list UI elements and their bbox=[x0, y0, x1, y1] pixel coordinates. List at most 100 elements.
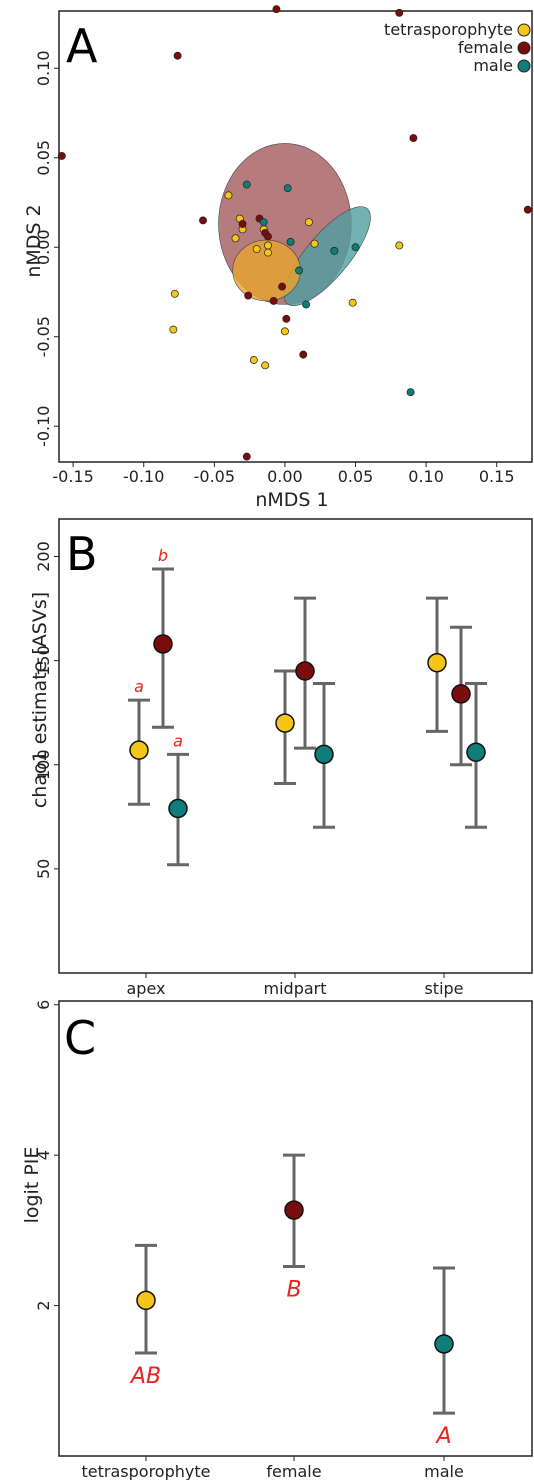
point-tetrasporophyte-stipe bbox=[427, 652, 447, 673]
signif-letter: B bbox=[286, 1277, 301, 1302]
legend-marker-male bbox=[517, 59, 531, 73]
y-tick-label: -0.10 bbox=[34, 406, 53, 447]
x-tick-label: 0.05 bbox=[338, 467, 374, 486]
x-tick-label: 0.10 bbox=[408, 467, 444, 486]
panel-a-legend: tetrasporophyte female male bbox=[384, 20, 531, 75]
point-tetrasporophyte bbox=[252, 245, 261, 253]
point-tetrasporophyte bbox=[231, 234, 240, 243]
point-tetrasporophyte-midpart bbox=[275, 713, 295, 733]
point-female bbox=[264, 232, 272, 241]
point-female bbox=[278, 282, 287, 291]
panel-c-ylabel: logit PIE bbox=[21, 1147, 43, 1224]
y-tick-label: 200 bbox=[34, 541, 53, 572]
point-female bbox=[395, 8, 404, 17]
legend-label-tetrasporophyte: tetrasporophyte bbox=[384, 20, 513, 39]
x-tick-label: tetrasporophyte bbox=[82, 1462, 211, 1480]
panel-b-chao1-plot: 50 100 150 200 apex midpart stipe a b a B chao1… bbox=[29, 518, 533, 998]
point-male bbox=[286, 237, 295, 246]
panel-b-label: B bbox=[66, 527, 98, 581]
point-female bbox=[284, 1200, 304, 1220]
panel-a-ylabel: nMDS 2 bbox=[23, 204, 45, 277]
point-female bbox=[244, 291, 253, 300]
point-female bbox=[173, 51, 182, 60]
ellipse-male bbox=[283, 206, 371, 307]
point-female-stipe bbox=[451, 684, 471, 704]
point-male bbox=[330, 246, 339, 255]
point-male bbox=[406, 388, 415, 397]
point-male-stipe bbox=[466, 742, 486, 762]
signif-letter: a bbox=[173, 731, 183, 750]
y-tick-label: 150 bbox=[34, 645, 53, 676]
point-female bbox=[523, 205, 532, 214]
panel-a-xlabel: nMDS 1 bbox=[255, 489, 328, 511]
y-tick-label: -0.05 bbox=[34, 316, 53, 357]
point-female-midpart bbox=[295, 661, 315, 681]
point-tetrasporophyte bbox=[169, 325, 178, 334]
point-tetrasporophyte bbox=[261, 361, 270, 370]
x-tick-label: midpart bbox=[264, 979, 327, 998]
point-tetrasporophyte bbox=[136, 1290, 156, 1311]
panel-a-frame bbox=[58, 10, 533, 463]
x-tick-label: -0.10 bbox=[123, 467, 164, 486]
point-tetrasporophyte bbox=[280, 327, 289, 336]
point-female bbox=[199, 216, 207, 225]
panel-c-label: C bbox=[64, 1011, 96, 1065]
point-tetrasporophyte bbox=[224, 191, 233, 200]
y-tick-label: 0.00 bbox=[34, 229, 53, 265]
legend-marker-tetrasporophyte bbox=[517, 23, 531, 37]
point-female bbox=[242, 452, 251, 461]
point-male bbox=[351, 243, 360, 252]
y-tick-label: 100 bbox=[34, 749, 53, 780]
x-tick-label: -0.05 bbox=[194, 467, 235, 486]
point-tetrasporophyte bbox=[348, 298, 357, 307]
y-tick-label: 50 bbox=[34, 859, 53, 879]
point-tetrasporophyte bbox=[264, 248, 272, 257]
point-male bbox=[295, 266, 303, 275]
x-tick-label: stipe bbox=[424, 979, 463, 998]
point-female bbox=[238, 220, 247, 228]
point-female-apex bbox=[153, 634, 173, 654]
y-tick-label: 2 bbox=[34, 1300, 53, 1310]
panel-b-ylabel: chao1 estimate [ASVs] bbox=[29, 592, 51, 808]
point-male bbox=[283, 184, 292, 193]
x-tick-label: -0.15 bbox=[52, 467, 93, 486]
x-tick-label: 0.15 bbox=[479, 467, 515, 486]
point-tetrasporophyte bbox=[395, 241, 404, 250]
point-tetrasporophyte bbox=[249, 356, 258, 364]
point-male-apex bbox=[168, 798, 188, 819]
legend-marker-female bbox=[517, 41, 531, 55]
panel-a-nmds-plot: -0.15 -0.10 -0.05 0.00 0.05 0.10 0.15 -0.10 -0.… bbox=[23, 5, 533, 511]
x-tick-label: apex bbox=[127, 979, 166, 998]
point-female bbox=[282, 314, 291, 323]
point-tetrasporophyte bbox=[170, 289, 179, 298]
y-tick-label: 6 bbox=[34, 1000, 53, 1010]
point-male bbox=[259, 218, 268, 227]
panel-c-frame bbox=[58, 1000, 533, 1457]
panel-c-logit-pie-plot: 2 4 6 tetrasporophyte female male AB B A C log… bbox=[21, 1000, 533, 1480]
point-female bbox=[269, 296, 278, 305]
point-tetrasporophyte-apex bbox=[129, 740, 149, 760]
point-male bbox=[302, 300, 311, 309]
signif-letter: AB bbox=[129, 1364, 161, 1389]
y-tick-label: 0.05 bbox=[34, 140, 53, 176]
signif-letter: b bbox=[158, 546, 168, 565]
signif-letter: a bbox=[134, 677, 144, 696]
legend-label-male: male bbox=[473, 56, 513, 75]
point-female bbox=[57, 152, 66, 160]
point-tetrasporophyte bbox=[310, 239, 319, 248]
x-tick-label: male bbox=[424, 1462, 464, 1480]
point-female bbox=[272, 5, 281, 14]
point-tetrasporophyte bbox=[304, 218, 313, 227]
point-male-midpart bbox=[314, 744, 334, 765]
x-tick-label: female bbox=[266, 1462, 321, 1480]
point-male bbox=[434, 1334, 454, 1354]
point-female bbox=[299, 350, 308, 359]
panel-a-label: A bbox=[66, 19, 98, 73]
point-female bbox=[409, 134, 418, 143]
x-tick-label: 0.00 bbox=[267, 467, 303, 486]
y-tick-label: 0.10 bbox=[34, 50, 53, 86]
y-tick-label: 4 bbox=[34, 1150, 53, 1160]
legend-label-female: female bbox=[458, 38, 513, 57]
point-tetrasporophyte bbox=[264, 241, 272, 250]
